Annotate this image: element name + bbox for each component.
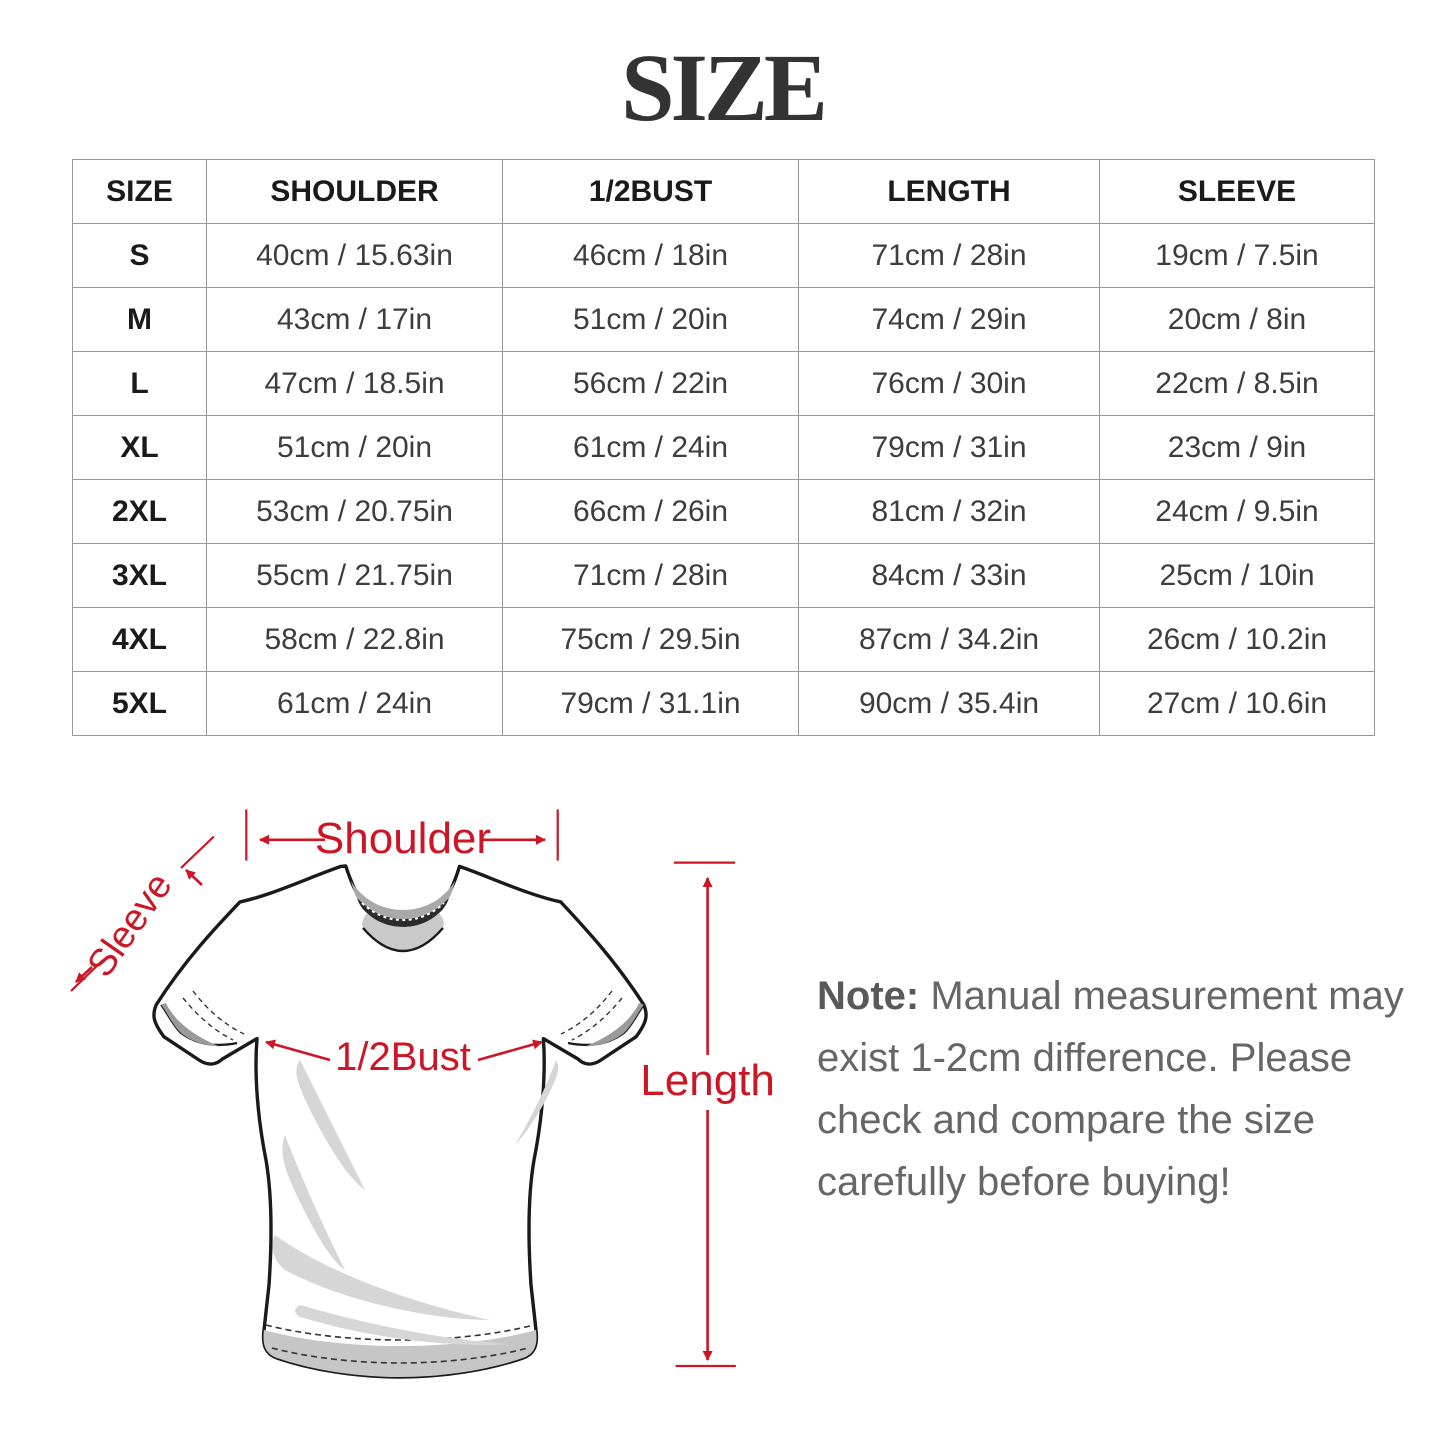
svg-text:Sleeve: Sleeve	[80, 865, 181, 984]
svg-text:1/2Bust: 1/2Bust	[335, 1035, 471, 1079]
svg-text:Shoulder: Shoulder	[315, 814, 491, 863]
svg-text:Length: Length	[640, 1056, 775, 1105]
